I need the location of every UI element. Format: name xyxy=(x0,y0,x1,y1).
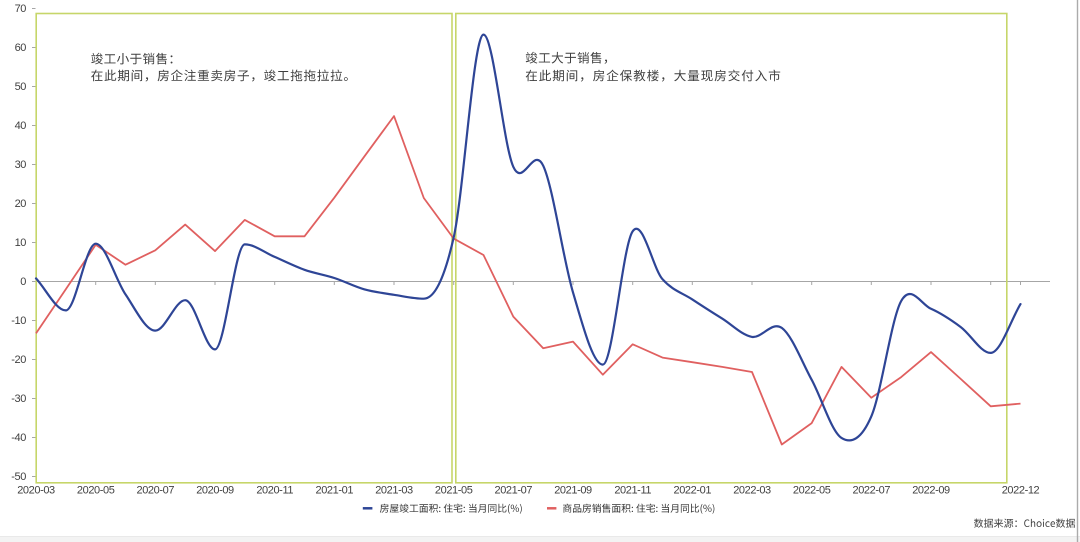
svg-text:2021-09: 2021-09 xyxy=(554,485,592,497)
svg-text:2020-03: 2020-03 xyxy=(17,485,55,497)
svg-text:2020-09: 2020-09 xyxy=(196,485,234,497)
svg-text:-40: -40 xyxy=(11,432,26,444)
svg-text:2022-05: 2022-05 xyxy=(793,485,831,497)
svg-text:2022-09: 2022-09 xyxy=(912,485,950,497)
svg-text:20: 20 xyxy=(15,198,27,210)
svg-text:30: 30 xyxy=(15,159,27,171)
svg-text:70: 70 xyxy=(15,3,27,15)
svg-text:2021-03: 2021-03 xyxy=(375,485,413,497)
svg-text:-10: -10 xyxy=(11,315,26,327)
svg-text:2020-11: 2020-11 xyxy=(256,485,293,497)
svg-text:10: 10 xyxy=(15,237,27,249)
svg-text:2021-01: 2021-01 xyxy=(316,485,354,497)
svg-text:50: 50 xyxy=(15,81,27,93)
svg-text:2020-05: 2020-05 xyxy=(77,485,115,497)
svg-text:2021-11: 2021-11 xyxy=(614,485,651,497)
svg-text:-50: -50 xyxy=(11,471,26,483)
svg-text:-20: -20 xyxy=(11,354,26,366)
svg-text:2021-07: 2021-07 xyxy=(495,485,533,497)
svg-text:2021-05: 2021-05 xyxy=(435,485,473,497)
svg-text:-30: -30 xyxy=(11,393,26,405)
svg-text:2022-03: 2022-03 xyxy=(733,485,771,497)
svg-text:2022-07: 2022-07 xyxy=(853,485,891,497)
svg-text:2022-12: 2022-12 xyxy=(1002,485,1040,497)
svg-text:0: 0 xyxy=(20,276,26,288)
svg-text:60: 60 xyxy=(15,42,27,54)
svg-text:2022-01: 2022-01 xyxy=(674,485,712,497)
svg-text:40: 40 xyxy=(15,120,27,132)
svg-text:2020-07: 2020-07 xyxy=(137,485,175,497)
